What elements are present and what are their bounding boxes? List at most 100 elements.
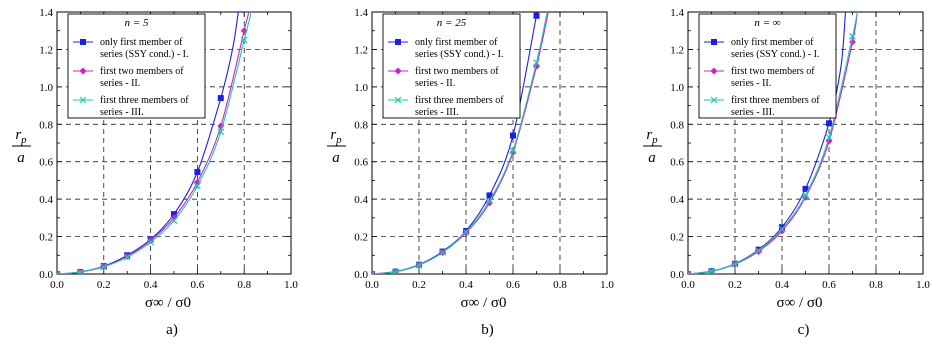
x-marker (509, 147, 517, 154)
y-tick-label: 0.6 (39, 157, 53, 169)
legend-entry-label: only first member of (415, 37, 498, 48)
x-tick-label: 0.8 (237, 279, 251, 291)
legend-entry-label: only first member of (731, 37, 814, 48)
y-tick-label: 0.8 (39, 119, 53, 131)
x-marker (486, 197, 493, 205)
x-marker (708, 267, 715, 274)
square-marker (711, 39, 717, 45)
x-axis-label: σ∞ / σ0 (460, 295, 506, 311)
y-tick-label: 1.4 (354, 7, 368, 19)
legend-entry-label: series - II. (731, 78, 771, 89)
plot-area (688, 12, 858, 274)
x-marker (123, 253, 131, 261)
y-tick-label: 0.8 (670, 119, 684, 131)
x-marker (688, 270, 692, 274)
x-tick-label: 1.0 (600, 279, 614, 291)
y-tick-label: 0.0 (354, 269, 368, 281)
y-tick-label: 0.4 (39, 194, 53, 206)
x-marker (57, 270, 61, 274)
y-tick-label: 0.8 (354, 119, 368, 131)
x-tick-label: 0.4 (144, 279, 158, 291)
x-tick-label: 0.2 (97, 279, 111, 291)
x-tick-label: 0.6 (191, 279, 205, 291)
x-tick-label: 0.6 (506, 279, 520, 291)
y-tick-label: 0.2 (354, 232, 368, 244)
y-axis-label: rp a (12, 127, 31, 166)
x-marker (147, 238, 155, 246)
x-tick-label: 1.0 (284, 279, 298, 291)
x-marker (802, 191, 809, 199)
x-tick-label: 0.6 (822, 279, 836, 291)
x-marker (372, 270, 376, 274)
square-marker (217, 95, 224, 102)
x-tick-label: 0.4 (459, 279, 473, 291)
x-marker (731, 260, 739, 268)
y-label-denominator: a (17, 150, 25, 166)
diamond-marker (394, 67, 402, 75)
diamond-marker (147, 236, 155, 244)
x-tick-label: 0.0 (681, 279, 695, 291)
legend-title: n = ∞ (754, 17, 780, 29)
legend-box (698, 13, 837, 119)
chart-panel-2: 0.0 0.2 0.4 0.6 0.8 1.0 0.0 0.2 0.4 0.6 0.8 1.0 1.2 1… (327, 7, 614, 338)
legend-entry-label: series - III. (100, 107, 144, 118)
x-marker (755, 247, 762, 255)
y-label-numerator: rp (646, 127, 658, 146)
y-tick-label: 0.0 (670, 269, 684, 281)
y-label-denominator: a (648, 150, 656, 166)
legend-entry-label: series (SSY cond.) - I. (100, 49, 189, 60)
x-tick-label: 1.0 (916, 279, 930, 291)
x-tick-label: 0.2 (412, 279, 426, 291)
diamond-marker (240, 27, 248, 35)
legend-entry-label: only first member of (100, 37, 183, 48)
x-marker (439, 249, 446, 256)
square-marker (826, 120, 832, 127)
square-marker (194, 169, 201, 176)
y-tick-label: 0.4 (670, 194, 684, 206)
series-x (372, 12, 548, 274)
y-axis-label: rp a (327, 127, 346, 166)
diamond-marker (79, 67, 87, 75)
y-label-numerator: rp (330, 127, 342, 146)
legend-title: n = 25 (437, 17, 467, 29)
x-marker (415, 261, 423, 269)
x-tick-label: 0.2 (728, 279, 742, 291)
legend-entry-label: first two members of (415, 66, 499, 77)
y-tick-label: 0.2 (670, 232, 684, 244)
y-tick-label: 1.0 (354, 82, 368, 94)
x-marker (849, 32, 856, 40)
x-marker (462, 228, 470, 236)
chart-panel-3: 0.0 0.2 0.4 0.6 0.8 1.0 0.0 0.2 0.4 0.6 0.8 1.0 1.2 1… (643, 7, 930, 338)
diamond-marker (710, 67, 718, 75)
square-marker (171, 211, 177, 218)
y-tick-label: 0.0 (39, 269, 53, 281)
legend-title: n = 5 (125, 17, 149, 29)
legend-entry-label: series (SSY cond.) - I. (731, 49, 820, 60)
y-tick-label: 1.4 (670, 7, 684, 19)
x-marker (533, 59, 540, 66)
legend-entry-label: first two members of (731, 66, 815, 77)
series-line (57, 12, 252, 274)
square-marker (486, 192, 493, 199)
panel-caption: b) (481, 322, 494, 338)
legend-entry-label: first three members of (415, 95, 504, 106)
legend-entry-label: first three members of (100, 95, 189, 106)
y-tick-label: 1.2 (354, 44, 368, 56)
legend-entry-label: series (SSY cond.) - I. (415, 49, 504, 60)
y-tick-label: 0.4 (354, 194, 368, 206)
y-tick-label: 0.2 (39, 232, 53, 244)
x-marker (193, 182, 201, 190)
y-tick-label: 1.4 (39, 7, 53, 19)
series-x (57, 12, 252, 274)
chart-panel-1: 0.0 0.2 0.4 0.6 0.8 1.0 0.0 0.2 0.4 0.6 0.8 1.0 1.2 1… (12, 7, 298, 338)
x-marker (170, 217, 178, 225)
square-marker (510, 132, 516, 139)
square-marker (395, 39, 401, 45)
legend-box (67, 13, 206, 119)
x-marker (392, 268, 399, 274)
x-tick-label: 0.8 (553, 279, 567, 291)
y-label-numerator: rp (15, 127, 27, 146)
panel-caption: c) (798, 322, 810, 338)
